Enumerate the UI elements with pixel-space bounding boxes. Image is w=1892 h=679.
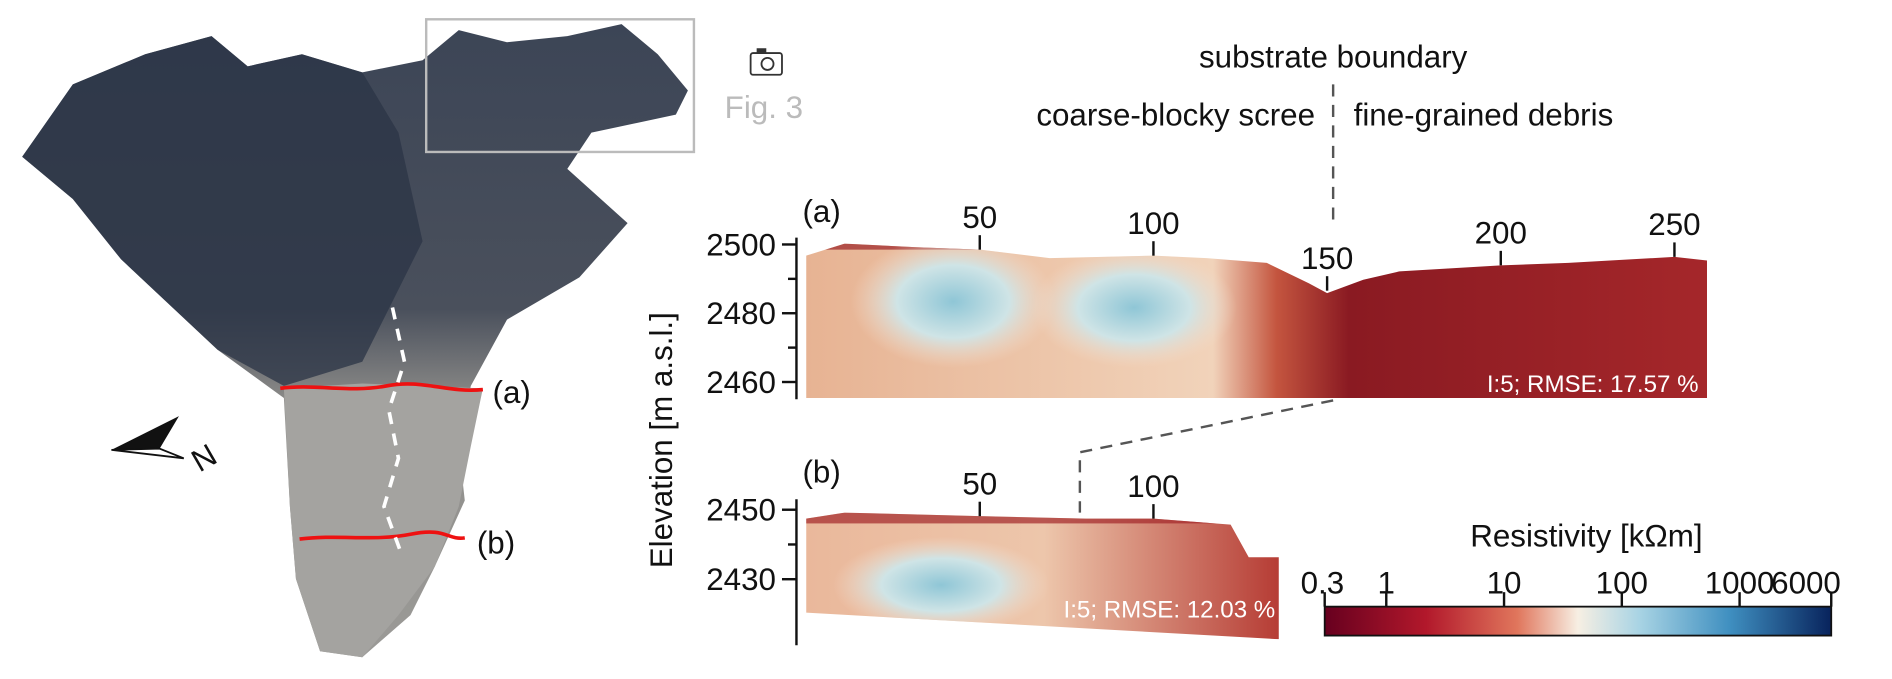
- x-tick-label: 250: [1648, 207, 1700, 242]
- colorbar-tick-label: 100: [1596, 565, 1648, 600]
- colorbar: [1323, 605, 1833, 637]
- colorbar-tick-label: 1000: [1705, 565, 1775, 600]
- rmse-annotation: I:5; RMSE: 12.03 %: [1064, 596, 1276, 623]
- x-tick-label: 50: [962, 466, 997, 501]
- colorbar-tick-label: 1: [1378, 565, 1395, 600]
- profile-label: (a): [493, 375, 531, 410]
- panel-label: (a): [802, 194, 840, 229]
- y-tick-label: 2450: [706, 493, 776, 528]
- camera-icon[interactable]: [749, 48, 783, 76]
- x-tick-label: 100: [1127, 206, 1179, 241]
- panel-label: (b): [802, 454, 840, 489]
- y-axis-label: Elevation [m a.s.l.]: [644, 312, 679, 568]
- region-label: fine-grained debris: [1354, 97, 1614, 132]
- section-b: [806, 512, 1279, 640]
- boundary-trace: [382, 307, 407, 553]
- colorbar-tick-label: 6000: [1771, 565, 1841, 600]
- y-tick-label: 2480: [706, 296, 776, 331]
- fig-frame: [424, 18, 696, 154]
- profile-line: [299, 530, 466, 541]
- x-tick-label: 100: [1127, 469, 1179, 504]
- colorbar-tick-label: 0.3: [1301, 565, 1345, 600]
- y-tick-label: 2430: [706, 562, 776, 597]
- x-tick-label: 150: [1301, 241, 1353, 276]
- profile-line: [280, 382, 484, 392]
- fig-link[interactable]: Fig. 3: [725, 90, 803, 125]
- boundary-label: substrate boundary: [1199, 40, 1468, 75]
- north-label: N: [185, 437, 222, 479]
- colorbar-tick-label: 10: [1487, 565, 1522, 600]
- terrain-photo: [22, 24, 688, 658]
- y-tick-label: 2500: [706, 227, 776, 262]
- profile-label: (b): [477, 526, 515, 561]
- x-tick-label: 50: [962, 200, 997, 235]
- north-arrow: [111, 416, 185, 460]
- region-label: coarse-blocky scree: [1036, 97, 1315, 132]
- boundary-link: [1078, 399, 1334, 513]
- colorbar-title: Resistivity [kΩm]: [1470, 518, 1702, 553]
- rmse-annotation: I:5; RMSE: 17.57 %: [1487, 371, 1699, 398]
- y-tick-label: 2460: [706, 365, 776, 400]
- x-tick-label: 200: [1475, 216, 1527, 251]
